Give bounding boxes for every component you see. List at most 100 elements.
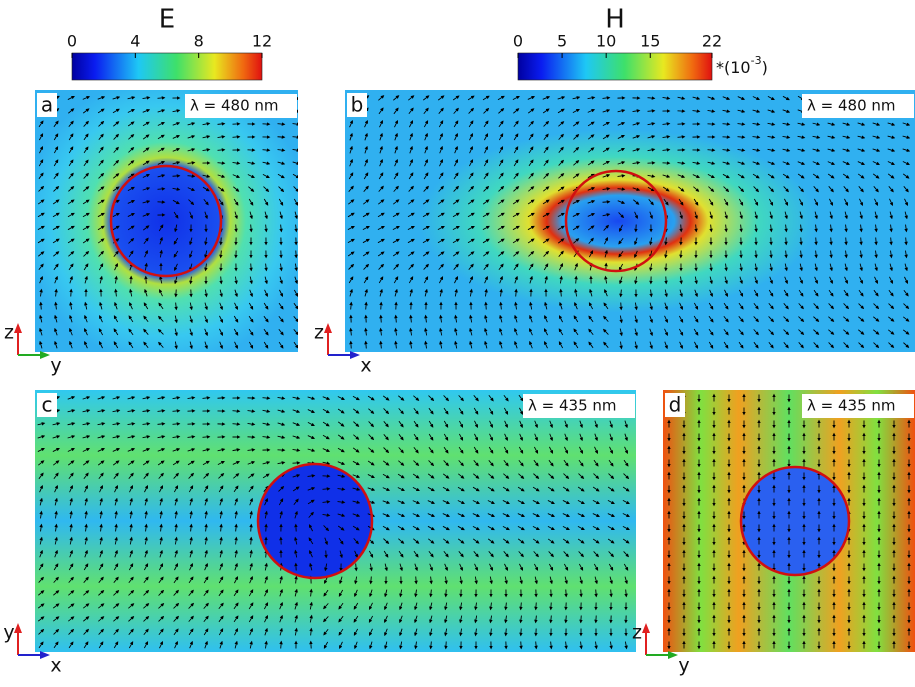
wavelength-label: λ = 435 nm xyxy=(807,397,896,415)
colorbar-tick-label: 15 xyxy=(640,32,660,51)
panel-letter: a xyxy=(41,93,53,117)
field-arrow xyxy=(596,590,597,597)
field-map xyxy=(345,90,915,352)
colorbar-tick-label: 0 xyxy=(513,32,523,51)
field-arrow xyxy=(233,411,240,412)
horizontal-axis-label: x xyxy=(360,355,371,377)
field-arrow xyxy=(236,225,237,232)
field-arrow xyxy=(251,264,252,271)
field-arrow xyxy=(233,137,240,138)
colorbar xyxy=(72,53,262,80)
panel-letter: c xyxy=(42,393,53,417)
field-arrow xyxy=(251,538,252,545)
field-arrow xyxy=(581,590,582,597)
field-arrow xyxy=(831,238,832,245)
colorbar-tick-label: 0 xyxy=(67,32,77,51)
wavelength-label: λ = 435 nm xyxy=(528,397,617,415)
field-arrow xyxy=(611,590,612,597)
colorbar-tick-label: 8 xyxy=(194,32,204,51)
field-arrow xyxy=(681,225,682,232)
field-arrow xyxy=(396,316,397,323)
field-arrow xyxy=(233,424,240,425)
colorbar-tick-label: 5 xyxy=(557,32,567,51)
field-arrow xyxy=(251,525,252,532)
axis-head xyxy=(668,651,678,659)
axis-head xyxy=(40,351,50,359)
field-arrow xyxy=(723,124,730,125)
field-arrow xyxy=(561,290,562,297)
field-arrow xyxy=(801,238,802,245)
panel-letter: d xyxy=(669,393,682,417)
field-arrow xyxy=(846,238,847,245)
wavelength-label: λ = 480 nm xyxy=(190,97,279,115)
field-arrow xyxy=(876,238,877,245)
colorbar-title: H xyxy=(605,5,625,35)
field-map xyxy=(35,90,298,352)
figure: E 0 4 8 12 H 0 5 10 15 22 *(10-3) a λ = 480 nm z y b λ = … xyxy=(0,0,915,683)
field-arrow xyxy=(756,251,757,258)
colorbar-tick-label: 22 xyxy=(702,32,722,51)
field-arrow xyxy=(576,277,577,284)
field-arrow xyxy=(371,577,372,584)
colorbar-scale: *(10-3) xyxy=(716,54,768,77)
panel: b λ = 480 nm xyxy=(345,90,915,352)
field-arrow xyxy=(516,290,517,297)
field-arrow xyxy=(173,424,180,425)
panel: a λ = 480 nm xyxy=(35,90,299,352)
field-arrow xyxy=(218,163,225,164)
field-arrow xyxy=(696,225,697,232)
vertical-axis-label: z xyxy=(632,622,642,644)
axis-head xyxy=(40,651,50,659)
panel: d λ = 435 nm xyxy=(663,390,915,652)
field-arrow xyxy=(221,277,222,284)
scale-prefix: *(10 xyxy=(716,58,751,77)
horizontal-axis-label: x xyxy=(50,655,61,677)
colorbar-tick-label: 12 xyxy=(252,32,272,51)
field-arrow xyxy=(173,411,180,412)
scale-suffix: ) xyxy=(762,58,768,77)
field-arrow xyxy=(71,290,72,297)
field-arrow xyxy=(366,342,367,349)
colorbar-tick-label: 4 xyxy=(130,32,140,51)
field-arrow xyxy=(158,189,165,190)
vertical-axis-label: y xyxy=(3,622,14,644)
field-arrow xyxy=(666,238,667,245)
axis-head xyxy=(14,323,22,333)
field-arrow xyxy=(536,603,537,610)
colorbar-tick-label: 10 xyxy=(596,32,616,51)
field-arrow xyxy=(381,316,382,323)
colorbar xyxy=(518,53,712,80)
field-arrow xyxy=(506,629,507,636)
vertical-axis-label: z xyxy=(314,322,324,344)
field-arrow xyxy=(218,150,225,151)
colorbar-title: E xyxy=(159,5,175,35)
field-arrow xyxy=(351,342,352,349)
panel-letter: b xyxy=(351,93,364,117)
field-arrow xyxy=(221,238,222,245)
field-arrow xyxy=(816,238,817,245)
axis-head xyxy=(14,623,22,633)
field-arrow xyxy=(708,150,715,151)
field-arrow xyxy=(146,277,147,284)
axis-head xyxy=(324,323,332,333)
vertical-axis-label: z xyxy=(4,322,14,344)
field-arrow xyxy=(323,489,330,490)
axis-head xyxy=(642,623,650,633)
field-arrow xyxy=(603,202,610,203)
field-arrow xyxy=(566,616,567,623)
field-arrow xyxy=(648,111,655,112)
field-arrow xyxy=(281,642,282,649)
field-arrow xyxy=(536,642,537,649)
field-arrow xyxy=(351,303,352,310)
field-arrow xyxy=(581,616,582,623)
field-arrow xyxy=(366,303,367,310)
field-arrow xyxy=(416,577,417,584)
horizontal-axis-label: y xyxy=(678,655,689,677)
field-arrow xyxy=(861,238,862,245)
panel: c λ = 435 nm xyxy=(35,390,636,652)
field-arrow xyxy=(41,303,42,310)
axis-head xyxy=(350,351,360,359)
wavelength-label: λ = 480 nm xyxy=(807,97,896,115)
horizontal-axis-label: y xyxy=(50,355,61,377)
field-arrow xyxy=(158,98,165,99)
